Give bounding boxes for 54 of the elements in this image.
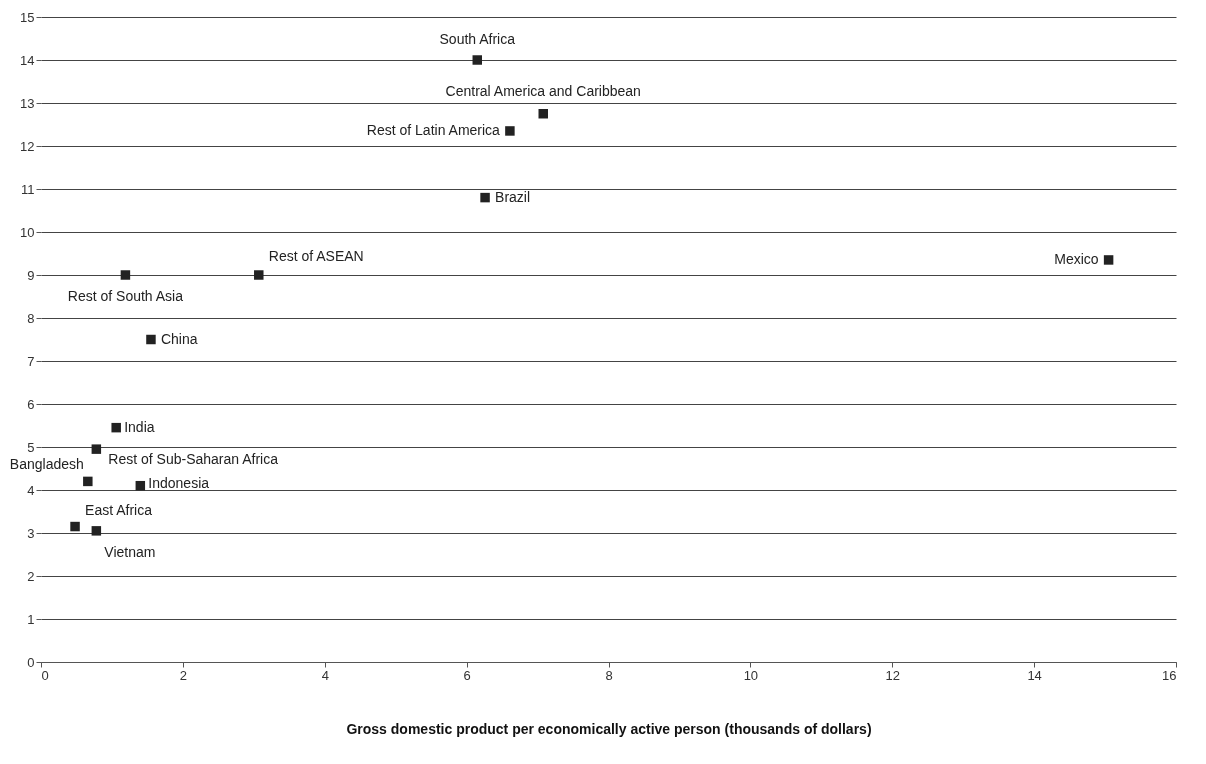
x-tick-label: 10 — [743, 667, 759, 683]
y-tick-label: 3 — [27, 525, 35, 541]
x-tick-label: 8 — [605, 667, 613, 683]
y-tick-label: 11 — [21, 181, 35, 197]
y-tick-label: 2 — [27, 568, 35, 584]
y-tick-label: 7 — [27, 353, 35, 369]
point — [1103, 255, 1114, 265]
point — [472, 55, 483, 65]
point — [120, 270, 131, 280]
point — [254, 270, 264, 280]
x-tick-label: 14 — [1027, 667, 1042, 683]
x-tick-label: 6 — [463, 667, 471, 683]
y-tick-label: 13 — [20, 95, 35, 111]
y-tick-label: 14 — [20, 52, 35, 68]
x-tick-label: 0 — [41, 667, 49, 683]
y-tick-label: 15 — [20, 9, 35, 25]
annotation: Mexico — [1054, 250, 1099, 267]
point — [91, 444, 102, 454]
y-tick-label: 5 — [27, 439, 35, 455]
annotation: Rest of Sub-Saharan Africa — [108, 451, 279, 468]
y-tick-label: 8 — [27, 310, 35, 326]
annotation: Rest of Latin America — [366, 121, 501, 138]
point — [70, 521, 80, 532]
annotation: Bangladesh — [9, 456, 84, 473]
point — [505, 126, 515, 136]
annotation: South Africa — [439, 31, 516, 47]
annotation: Indonesia — [148, 474, 210, 491]
point — [83, 476, 93, 487]
x-tick-label: 12 — [885, 667, 900, 683]
x-tick-label: 16 — [1162, 667, 1177, 683]
point — [111, 422, 121, 433]
y-tick-label: 9 — [27, 267, 35, 283]
annotation: Brazil — [495, 188, 531, 205]
y-tick-label: 0 — [27, 654, 35, 670]
point — [135, 480, 146, 491]
point — [538, 109, 548, 119]
annotation: Rest of South Asia — [67, 288, 184, 304]
annotation: Vietnam — [104, 543, 156, 560]
point — [146, 334, 156, 345]
annotation: China — [160, 330, 198, 347]
y-tick-label: 1 — [27, 611, 35, 627]
y-tick-label: 12 — [20, 138, 35, 154]
annotation: Rest of ASEAN — [268, 248, 364, 264]
x-axis-title: Gross domestic product per economically active person (thousands of dollars) — [346, 720, 872, 737]
y-tick-label: 6 — [27, 396, 35, 412]
annotation: Central America and Caribbean — [445, 82, 641, 99]
annotation: East Africa — [85, 501, 153, 518]
y-tick-label: 10 — [20, 224, 35, 240]
point — [480, 192, 490, 203]
x-tick-label: 4 — [321, 667, 329, 683]
y-tick-label: 4 — [27, 482, 35, 498]
annotation: India — [124, 418, 155, 435]
point — [91, 526, 102, 536]
x-tick-label: 2 — [179, 667, 187, 683]
